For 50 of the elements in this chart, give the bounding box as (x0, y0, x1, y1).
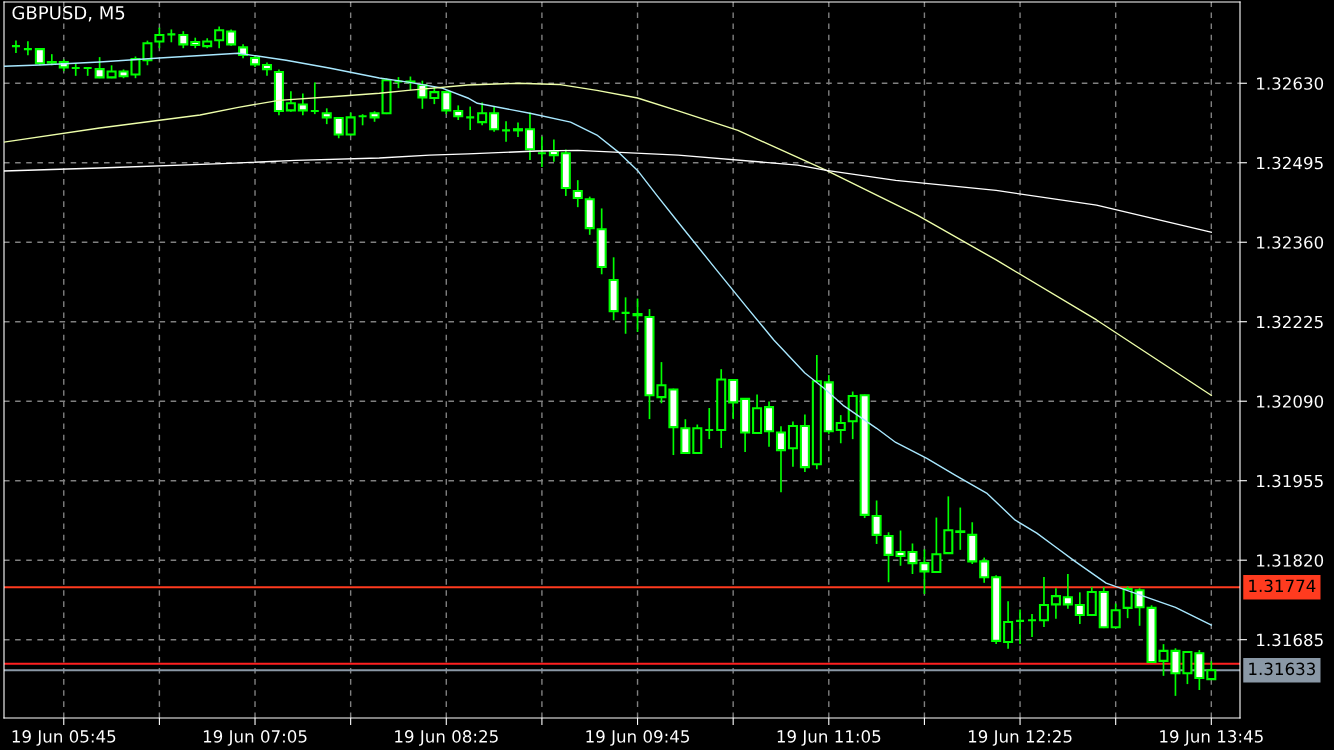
candlestick (1062, 574, 1073, 609)
candlestick (512, 122, 524, 138)
y-tick-label: 1.31685 (1257, 633, 1323, 647)
candlestick (94, 57, 105, 79)
y-tick-label: 1.32630 (1257, 77, 1324, 90)
candlestick (1003, 601, 1014, 649)
candlestick (1086, 587, 1097, 616)
y-tick-label: 1.32090 (1257, 395, 1324, 408)
candlestick (775, 426, 787, 493)
candlestick (1182, 651, 1193, 685)
candlestick (1074, 592, 1085, 625)
y-tick-label: 1.32495 (1257, 156, 1323, 170)
x-tick-label: 19 Jun 08:25 (395, 730, 498, 746)
x-tick-label: 19 Jun 07:05 (203, 730, 307, 746)
x-tick-label: 19 Jun 12:25 (968, 730, 1072, 746)
candlestick (477, 102, 488, 126)
candlestick (297, 93, 308, 116)
candlestick (154, 27, 165, 49)
ref-line-label: 1.31774 (1249, 579, 1316, 593)
candlestick (955, 507, 966, 550)
candlestick (441, 91, 452, 115)
y-tick-label: 1.32360 (1257, 236, 1324, 249)
candlestick (214, 26, 225, 49)
candlestick (931, 517, 942, 574)
chart-title: GBPUSD, M5 (12, 5, 125, 22)
candlestick (1134, 588, 1145, 626)
candlestick (728, 378, 739, 420)
ref-line-label: 1.31633 (1249, 662, 1315, 676)
candlestick (979, 557, 990, 583)
candlestick (871, 500, 882, 544)
candlestick (333, 116, 344, 139)
y-tick-label: 1.31820 (1257, 554, 1324, 567)
candlestick (489, 106, 500, 132)
candlestick (787, 421, 798, 467)
y-tick-label: 1.31955 (1257, 474, 1323, 488)
candlestick (632, 298, 643, 332)
candlestick (943, 496, 954, 555)
y-tick-label: 1.32225 (1257, 315, 1323, 329)
candlestick (572, 180, 583, 208)
x-tick-label: 19 Jun 11:05 (777, 730, 881, 746)
candlestick (345, 112, 356, 136)
x-tick-label: 19 Jun 09:45 (586, 730, 690, 746)
candlestick (835, 415, 846, 444)
x-tick-label: 19 Jun 13:45 (1160, 730, 1263, 746)
candlestick (1110, 603, 1121, 629)
x-tick-label: 19 Jun 05:45 (12, 730, 116, 746)
candlestick (1038, 577, 1049, 627)
candlestick (1050, 588, 1061, 619)
candlestick (285, 91, 296, 112)
candlestick (1122, 586, 1133, 619)
